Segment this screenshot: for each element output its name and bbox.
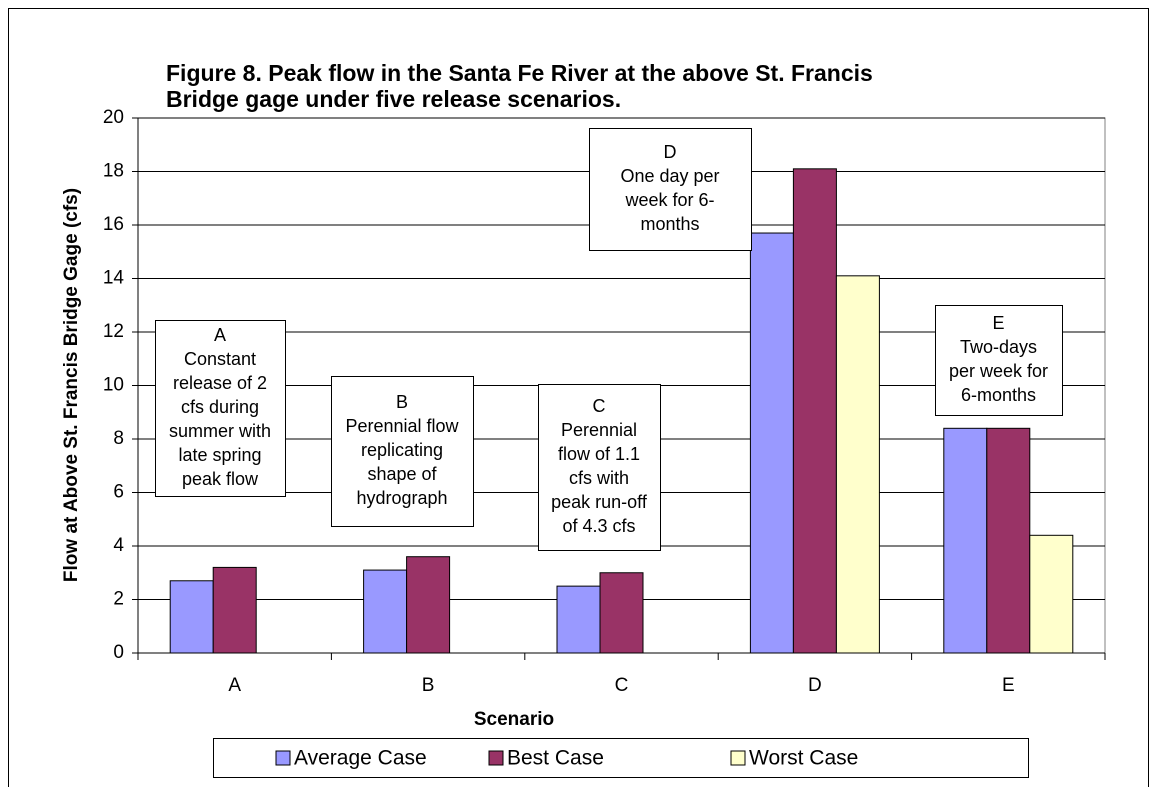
annotation-text: Constant — [184, 349, 256, 369]
bar — [556, 585, 601, 654]
annotation-text: summer with — [169, 421, 271, 441]
annotation-box — [935, 305, 1063, 416]
annotation-text: per week for — [949, 361, 1048, 381]
chart-title: Bridge gage under five release scenarios… — [166, 86, 621, 112]
annotation-text: Two-days — [960, 337, 1037, 357]
legend-swatch — [488, 750, 504, 766]
x-tick-label: B — [422, 675, 435, 696]
bar — [943, 427, 988, 654]
annotation-text: One day per — [620, 166, 719, 186]
y-tick-label: 2 — [113, 589, 124, 610]
x-tick-label: C — [615, 675, 629, 696]
x-axis-label: Scenario — [474, 709, 554, 730]
annotation-box — [589, 128, 752, 251]
annotation-text: release of 2 — [173, 373, 267, 393]
y-tick-label: 16 — [103, 214, 124, 235]
annotation-text: months — [640, 214, 699, 234]
bar — [599, 572, 644, 654]
annotation-text: shape of — [367, 464, 437, 484]
y-tick-label: 0 — [113, 642, 124, 663]
bar — [986, 427, 1031, 654]
legend-label: Average Case — [294, 747, 427, 770]
annotation-text: Perennial — [561, 420, 637, 440]
y-tick-label: 8 — [113, 428, 124, 449]
annotation-box — [331, 376, 474, 527]
annotation-text: late spring — [178, 445, 261, 465]
annotation-text: B — [396, 392, 408, 412]
y-tick-label: 12 — [103, 321, 124, 342]
annotation-text: peak run-off — [551, 492, 648, 512]
annotation-text: D — [664, 142, 677, 162]
annotation-text: cfs during — [181, 397, 259, 417]
y-tick-label: 14 — [103, 268, 125, 289]
annotation-text: Perennial flow — [345, 416, 459, 436]
legend-label: Worst Case — [749, 747, 858, 770]
annotation-text: flow of 1.1 — [558, 444, 640, 464]
annotation-text: week for 6- — [624, 190, 714, 210]
y-axis-label: Flow at Above St. Francis Bridge Gage (c… — [61, 188, 82, 582]
annotation-box — [155, 320, 286, 497]
bar — [1029, 534, 1074, 654]
legend-label: Best Case — [507, 747, 604, 770]
annotation-text: A — [214, 325, 226, 345]
annotation-text: 6-months — [961, 385, 1036, 405]
annotation-text: E — [992, 313, 1004, 333]
annotation-text: replicating — [361, 440, 443, 460]
bar — [406, 556, 451, 654]
bar — [792, 168, 837, 654]
bar — [835, 275, 880, 654]
y-tick-label: 6 — [113, 482, 124, 503]
annotation-text: hydrograph — [356, 488, 447, 508]
legend-swatch — [275, 750, 291, 766]
annotation-text: of 4.3 cfs — [562, 516, 635, 536]
bar — [749, 232, 794, 654]
annotation-text: cfs with — [569, 468, 629, 488]
legend — [213, 738, 1029, 778]
y-tick-label: 18 — [103, 161, 124, 182]
bar — [169, 580, 214, 654]
annotation-text: peak flow — [182, 469, 259, 489]
bar — [212, 566, 257, 654]
x-tick-label: A — [228, 675, 241, 696]
y-tick-label: 20 — [103, 107, 124, 128]
annotation-box — [538, 384, 661, 551]
y-tick-label: 4 — [113, 535, 124, 556]
y-tick-label: 10 — [103, 375, 124, 396]
legend-swatch — [730, 750, 746, 766]
x-tick-label: D — [808, 675, 822, 696]
bar — [363, 569, 408, 654]
x-tick-label: E — [1002, 675, 1015, 696]
annotation-text: C — [593, 396, 606, 416]
chart-title: Figure 8. Peak flow in the Santa Fe Rive… — [166, 60, 873, 86]
